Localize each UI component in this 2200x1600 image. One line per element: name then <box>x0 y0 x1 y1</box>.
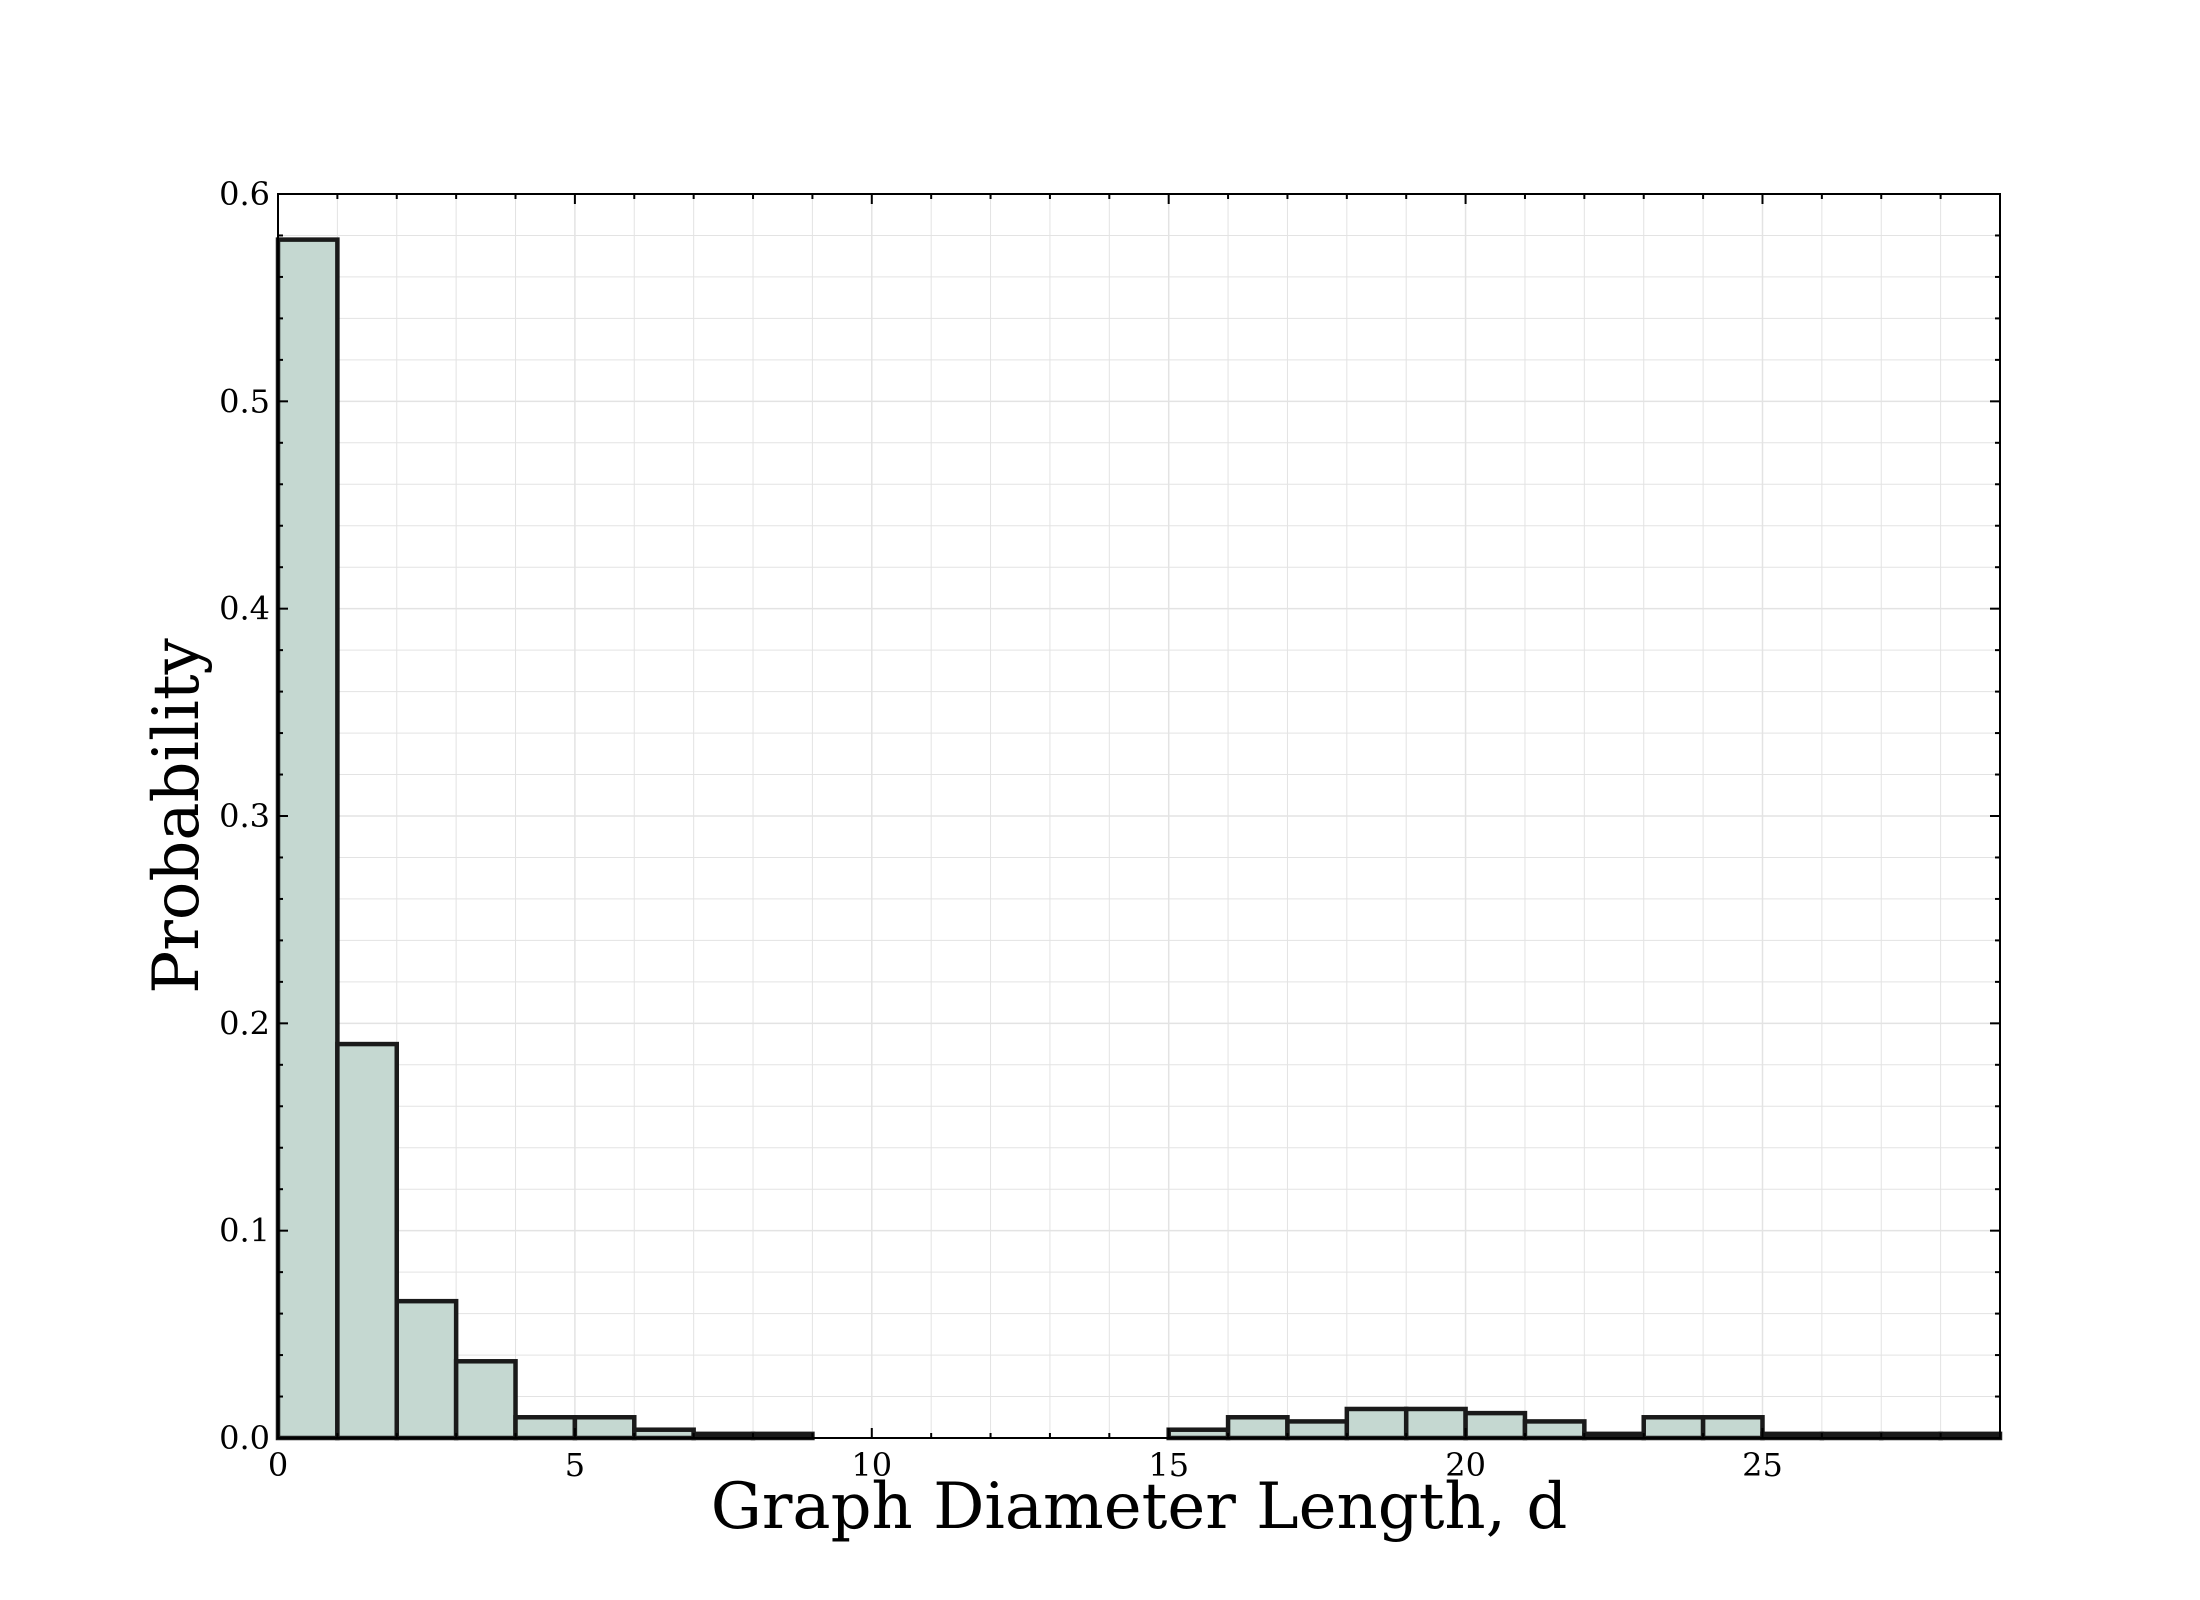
y-tick-label: 0.0 <box>219 1419 270 1457</box>
x-axis-label: Graph Diameter Length, d <box>711 1470 1568 1544</box>
y-tick-label: 0.5 <box>219 382 270 420</box>
axis-ticks <box>277 193 2001 1439</box>
y-tick-label: 0.3 <box>219 797 270 835</box>
y-axis-label: Probability <box>140 638 214 994</box>
histogram-bar <box>335 1041 400 1441</box>
tick-labels: 0 5 10 15 20 25 0.0 0.1 0.2 0.3 0.4 0.5 0.6 <box>219 175 1783 1484</box>
x-tick-label: 25 <box>1742 1446 1783 1484</box>
x-tick-label: 20 <box>1445 1446 1486 1484</box>
x-tick-label: 10 <box>851 1446 892 1484</box>
histogram-bar <box>1166 1427 1231 1441</box>
histogram-bar <box>275 237 340 1441</box>
histogram-bar <box>1522 1419 1587 1441</box>
histogram-bar <box>453 1359 518 1441</box>
x-tick-label: 0 <box>268 1446 288 1484</box>
histogram-bar <box>1285 1419 1350 1441</box>
y-tick-label: 0.1 <box>219 1212 270 1250</box>
histogram-bar <box>1344 1406 1409 1441</box>
histogram-bar <box>1641 1415 1706 1441</box>
histogram-bar <box>513 1415 578 1441</box>
x-tick-label: 15 <box>1148 1446 1189 1484</box>
histogram-bar <box>1700 1415 1765 1441</box>
histogram-bar <box>394 1298 459 1441</box>
bars <box>275 237 2003 1441</box>
histogram-bar <box>1403 1406 1468 1441</box>
histogram-bar <box>632 1427 696 1441</box>
grid-lines <box>277 193 2001 1439</box>
histogram-bar <box>1225 1415 1290 1441</box>
histogram-bar <box>1463 1410 1528 1441</box>
y-tick-label: 0.4 <box>219 590 270 628</box>
y-tick-label: 0.6 <box>219 175 270 213</box>
y-tick-label: 0.2 <box>219 1004 270 1042</box>
histogram-bar <box>572 1415 637 1441</box>
x-tick-label: 5 <box>565 1446 585 1484</box>
